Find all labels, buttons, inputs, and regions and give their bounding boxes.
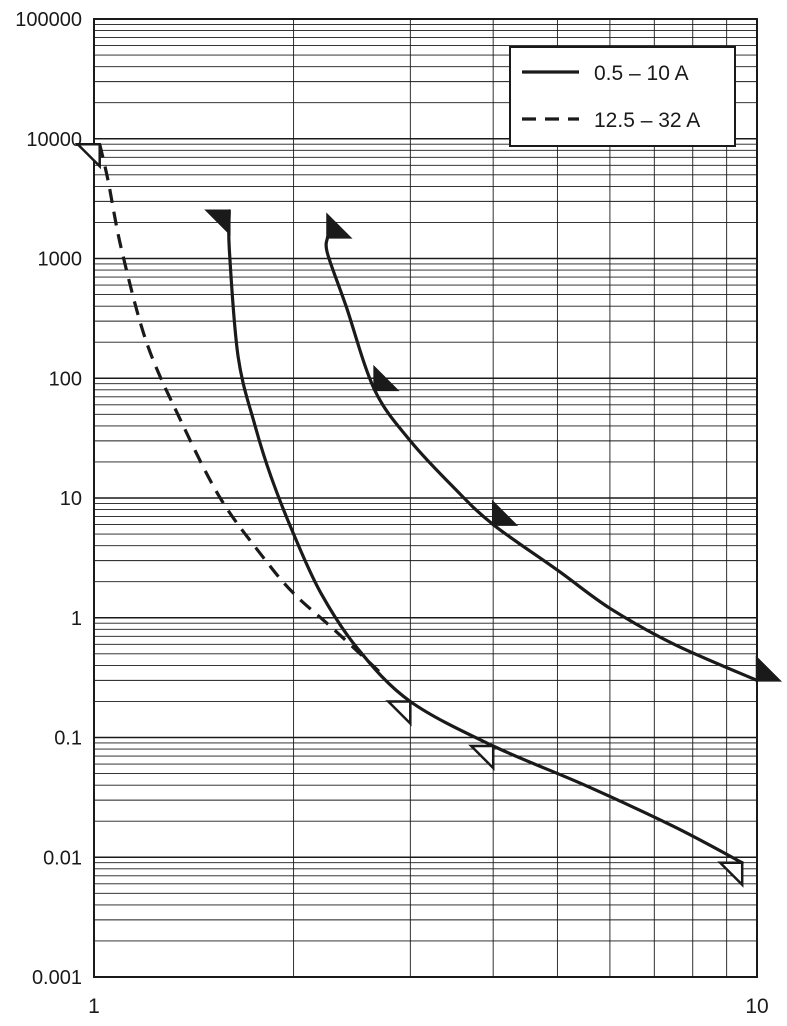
y-tick-label: 100000 <box>15 9 82 31</box>
legend-label-dashed: 12.5 – 32 A <box>594 109 700 132</box>
curve-series-1 <box>324 235 759 682</box>
y-tick-label: 1000 <box>38 249 83 271</box>
marker-open-triangle <box>385 700 412 727</box>
x-tick-label: 10 <box>745 995 768 1018</box>
marker-open-triangle <box>74 142 101 170</box>
marker-filled-triangle <box>491 499 519 526</box>
curve-series-0 <box>227 209 744 865</box>
y-tick-label: 100 <box>49 368 82 390</box>
markers <box>74 142 783 888</box>
curve-series-2 <box>98 143 382 674</box>
grid <box>93 18 758 978</box>
y-tick-label: 0.1 <box>54 728 82 750</box>
marker-filled-triangle <box>326 212 353 239</box>
x-tick-label: 1 <box>88 995 100 1018</box>
legend-label-solid: 0.5 – 10 A <box>594 62 689 85</box>
plot-frame <box>93 18 758 978</box>
y-tick-label: 0.001 <box>32 967 82 989</box>
legend: 0.5 – 10 A 12.5 – 32 A <box>509 46 736 147</box>
y-tick-label: 10000 <box>26 129 82 151</box>
curves <box>98 143 759 865</box>
y-tick-label: 0.01 <box>43 847 82 869</box>
marker-open-triangle <box>717 861 744 888</box>
y-tick-label: 10 <box>60 488 82 510</box>
tick-labels: 100000 10000 1000 100 10 1 0.1 0.01 0.001 1 10 <box>15 9 768 1018</box>
marker-open-triangle <box>468 744 495 772</box>
y-tick-label: 1 <box>71 608 82 630</box>
marker-filled-triangle <box>204 209 231 236</box>
legend-box <box>509 46 736 147</box>
marker-filled-triangle <box>755 655 783 682</box>
marker-filled-triangle <box>373 364 400 392</box>
